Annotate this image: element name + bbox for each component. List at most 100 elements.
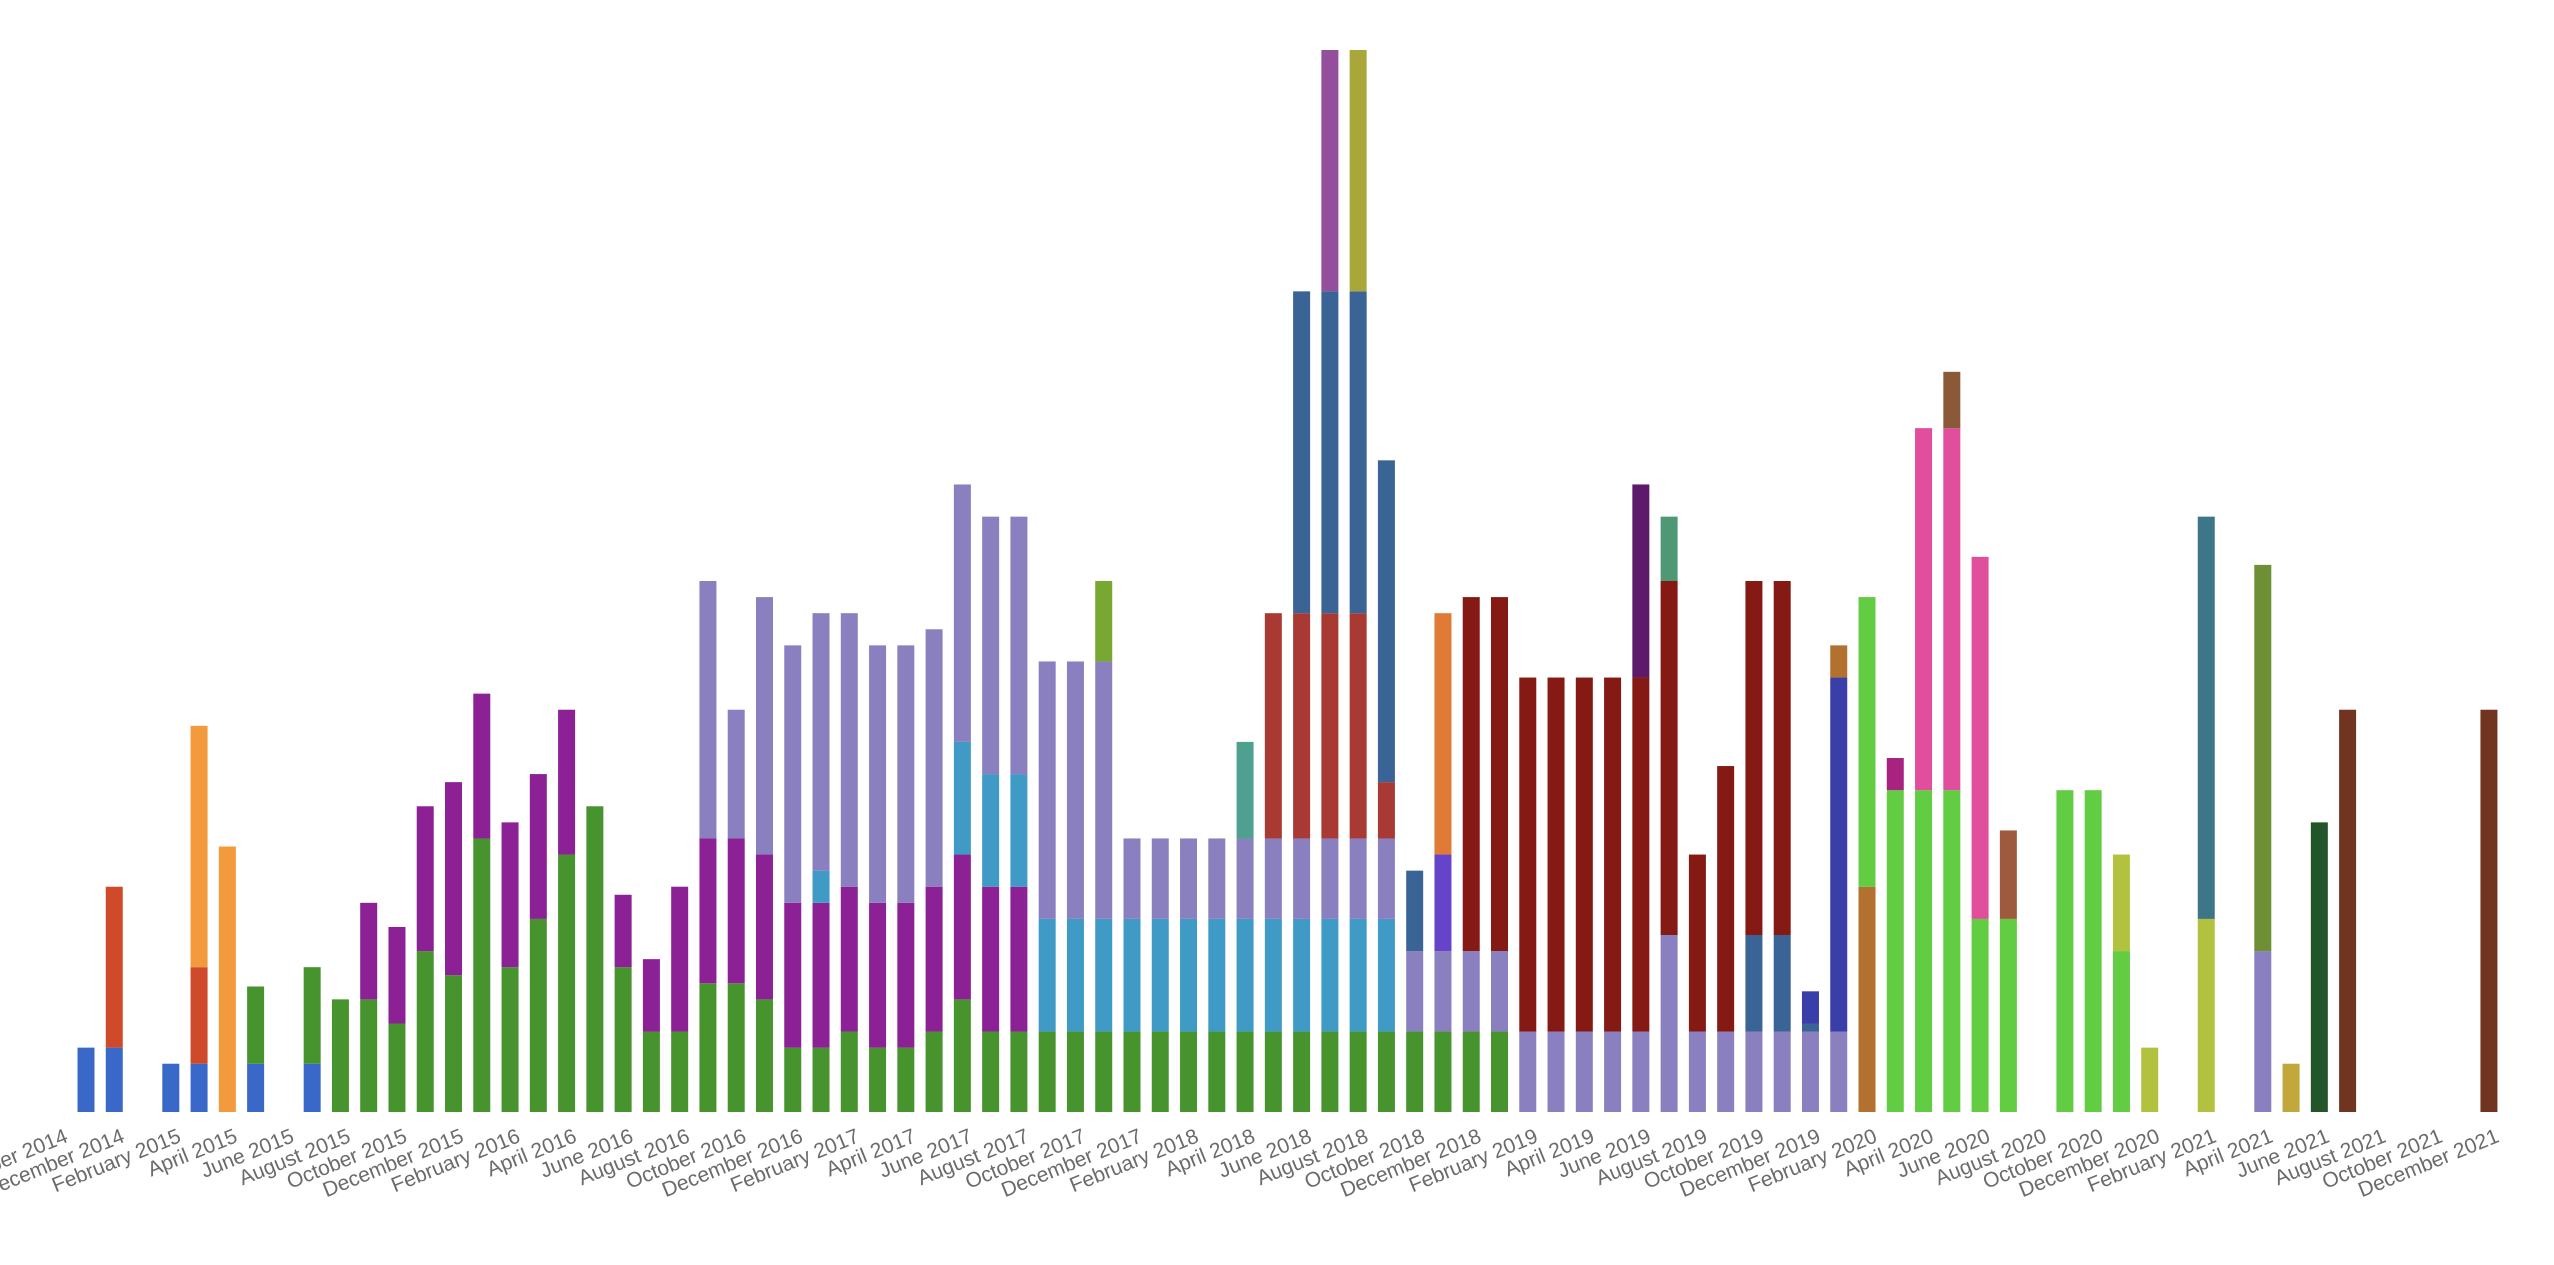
bar-october-2020 [2084,790,2102,1112]
bar-segment [416,806,434,952]
bar-segment [869,1047,887,1112]
bar-segment [77,1047,95,1112]
bar-march-2015 [190,725,208,1112]
bar-segment [2254,564,2272,952]
bar-segment [1010,886,1028,1032]
bar-segment [1349,291,1367,614]
bar-june-2018 [1293,291,1311,1112]
bar-segment [1321,838,1339,919]
bar-february-2018 [1180,838,1198,1112]
bar-december-2021 [2480,709,2498,1112]
bar-segment [1491,1031,1508,1112]
bar-segment [1321,291,1339,614]
bar-january-2018 [1151,838,1169,1112]
bar-segment [699,581,717,839]
bar-segment [1010,1031,1028,1112]
bar-segment [925,1031,943,1112]
bar-segment [840,886,858,1032]
bar-segment [982,774,1000,887]
bar-segment [755,999,773,1112]
bar-segment [1321,613,1339,839]
bar-segment [897,645,915,903]
bar-segment [784,645,802,903]
bar-segment [642,959,660,1032]
bar-segment [840,613,858,887]
bar-segment [1038,918,1056,1032]
bar-segment [642,1031,660,1112]
bar-segment [1660,516,1678,581]
bar-june-2019 [1632,484,1650,1112]
bar-segment [1264,838,1282,919]
bar-segment [190,967,208,1064]
bar-may-2015 [247,986,265,1112]
bar-july-2021 [2339,709,2357,1112]
bar-march-2017 [869,645,887,1112]
bar-segment [1886,790,1904,1112]
bar-segment [1349,613,1367,839]
bar-segment [1886,758,1904,791]
bar-august-2017 [1010,516,1028,1112]
bar-segment [1632,484,1650,678]
bar-segment [105,886,123,1048]
bar-segment [1971,918,1989,1112]
bar-segment [982,516,1000,775]
bar-april-2015 [218,846,236,1112]
bar-segment [1858,886,1876,1112]
bar-segment [1321,50,1339,292]
bar-segment [1406,870,1424,952]
bar-september-2018 [1377,460,1395,1112]
bars-layer [77,50,2498,1112]
bar-segment [2112,854,2130,952]
bar-segment [388,1023,406,1112]
bar-segment [501,967,519,1112]
bar-segment [1519,677,1537,1032]
bar-segment [1688,1031,1706,1112]
bar-segment [1208,838,1226,919]
bar-segment [1180,838,1198,919]
bar-segment [1293,918,1311,1032]
bar-segment [1943,790,1961,1112]
bar-november-2018 [1434,613,1452,1112]
bar-segment [1377,918,1395,1032]
bar-april-2018 [1236,741,1254,1112]
bar-segment [2056,790,2074,1112]
bar-segment [2254,951,2272,1112]
bar-segment [953,484,971,742]
bar-october-2015 [388,926,406,1112]
bar-january-2016 [473,693,491,1112]
bar-november-2020 [2112,854,2130,1112]
bar-segment [247,1063,265,1112]
bar-segment [586,806,604,1112]
bar-segment [1010,774,1028,887]
bar-segment [1745,1031,1763,1112]
bar-segment [2197,516,2215,919]
bar-october-2018 [1406,870,1424,1112]
bar-segment [218,846,236,1112]
bar-segment [1236,741,1254,839]
bar-segment [1491,597,1508,952]
bar-november-2017 [1095,581,1113,1112]
bar-segment [1264,1031,1282,1112]
bar-may-2021 [2282,1063,2300,1112]
bar-segment [2197,918,2215,1112]
bar-segment [529,774,547,919]
bar-segment [925,629,943,887]
bar-november-2014 [77,1047,95,1112]
bar-segment [1095,1031,1113,1112]
bar-june-2017 [953,484,971,1112]
bar-segment [1858,597,1876,887]
bar-february-2015 [162,1063,180,1112]
bar-segment [1180,1031,1198,1112]
bar-segment [1830,677,1848,1032]
bar-segment [1801,1023,1819,1032]
bar-segment [784,1047,802,1112]
bar-segment [1801,1031,1819,1112]
bar-november-2015 [416,806,434,1112]
bar-segment [1547,1031,1565,1112]
bar-segment [1321,918,1339,1032]
bar-segment [1349,838,1367,919]
bar-segment [1349,50,1367,292]
bar-april-2021 [2254,564,2272,1112]
